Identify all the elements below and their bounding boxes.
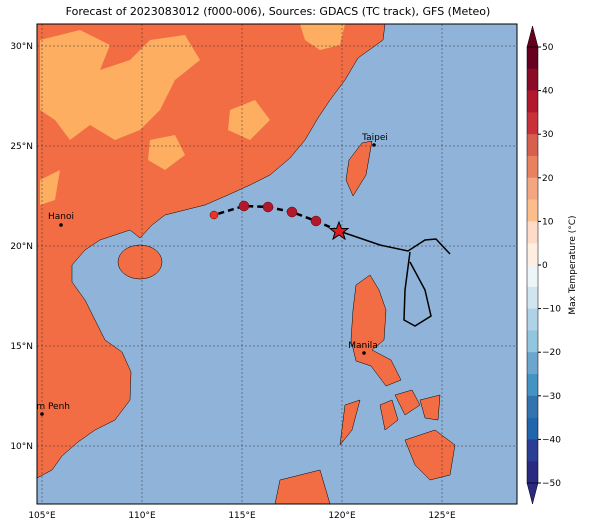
cities: Taipei Hanoi Manila Phnom Penh bbox=[14, 133, 388, 416]
y-tick-label: 30°N bbox=[10, 42, 33, 52]
storm-points bbox=[209, 200, 322, 227]
city-dot bbox=[59, 223, 63, 227]
x-tick-label: 105°E bbox=[28, 511, 56, 521]
colorbar-label: Max Temperature (°C) bbox=[568, 215, 578, 314]
hainan bbox=[117, 244, 163, 280]
taiwan bbox=[345, 140, 373, 197]
mainland bbox=[37, 24, 386, 479]
city-dot bbox=[362, 351, 366, 355]
highland bbox=[40, 30, 200, 140]
x-tick-label: 125°E bbox=[428, 511, 456, 521]
colorbar-segment bbox=[527, 395, 538, 418]
highland bbox=[40, 24, 345, 205]
colorbar-tick-label: 10 bbox=[542, 217, 554, 227]
colorbar: 50 40 30 20 10 0 −10 −20 −30 −40 −50 Max Temperatur… bbox=[526, 25, 578, 505]
colorbar-segment bbox=[527, 286, 538, 309]
city-dot bbox=[372, 143, 376, 147]
city-label: Manila bbox=[348, 341, 378, 351]
colorbar-segment bbox=[527, 134, 538, 157]
city-label: Taipei bbox=[361, 133, 388, 143]
colorbar-tick-label: −10 bbox=[542, 305, 561, 315]
star bbox=[328, 220, 350, 241]
colorbar-segment bbox=[527, 68, 538, 91]
colorbar-segment bbox=[527, 177, 538, 200]
city-label: Phnom Penh bbox=[14, 402, 70, 412]
colorbar-segment bbox=[527, 199, 538, 222]
colorbar-segment bbox=[527, 330, 538, 353]
map: Taipei Hanoi Manila Phnom Penh bbox=[14, 24, 517, 504]
track-history bbox=[338, 230, 451, 327]
colorbar-segment bbox=[527, 417, 538, 440]
colorbar-segment bbox=[527, 90, 538, 113]
colorbar-segment bbox=[527, 47, 538, 70]
colorbar-extend bbox=[526, 482, 539, 505]
colorbar-segment bbox=[527, 352, 538, 375]
colorbar-segment bbox=[527, 308, 538, 331]
colorbar-tick-label: 20 bbox=[542, 174, 554, 184]
luzon bbox=[350, 274, 402, 387]
colorbar-segment bbox=[527, 243, 538, 266]
colorbar-tick-label: 50 bbox=[542, 43, 554, 53]
x-tick-label: 115°E bbox=[228, 511, 256, 521]
colorbar-tick-label: 30 bbox=[542, 130, 554, 140]
city-label: Hanoi bbox=[48, 212, 74, 222]
grid bbox=[37, 24, 517, 504]
colorbar-segment bbox=[527, 374, 538, 397]
colorbar-tick-label: −40 bbox=[542, 435, 561, 445]
y-tick-label: 25°N bbox=[10, 142, 33, 152]
colorbar-tick-label: 0 bbox=[542, 261, 548, 271]
islands bbox=[274, 389, 456, 504]
colorbar-tick-label: −20 bbox=[542, 348, 561, 358]
colorbar-segment bbox=[527, 156, 538, 179]
colorbar-segment bbox=[527, 461, 538, 484]
y-tick-label: 15°N bbox=[10, 342, 33, 352]
x-tick-label: 120°E bbox=[328, 511, 356, 521]
colorbar-tick-label: −30 bbox=[542, 392, 561, 402]
colorbar-segment bbox=[527, 439, 538, 462]
map-frame bbox=[36, 23, 518, 505]
title: Forecast of 2023083012 (f000-006), Sourc… bbox=[66, 5, 491, 18]
y-tick-label: 20°N bbox=[10, 242, 33, 252]
colorbar-segment bbox=[527, 112, 538, 135]
colorbar-segment bbox=[527, 221, 538, 244]
colorbar-extend bbox=[526, 25, 539, 48]
city-dot bbox=[40, 412, 44, 416]
y-tick-label: 10°N bbox=[10, 442, 33, 452]
x-tick-label: 110°E bbox=[128, 511, 156, 521]
colorbar-segment bbox=[527, 265, 538, 288]
colorbar-tick-label: −50 bbox=[542, 479, 561, 489]
colorbar-tick-label: 40 bbox=[542, 87, 554, 97]
